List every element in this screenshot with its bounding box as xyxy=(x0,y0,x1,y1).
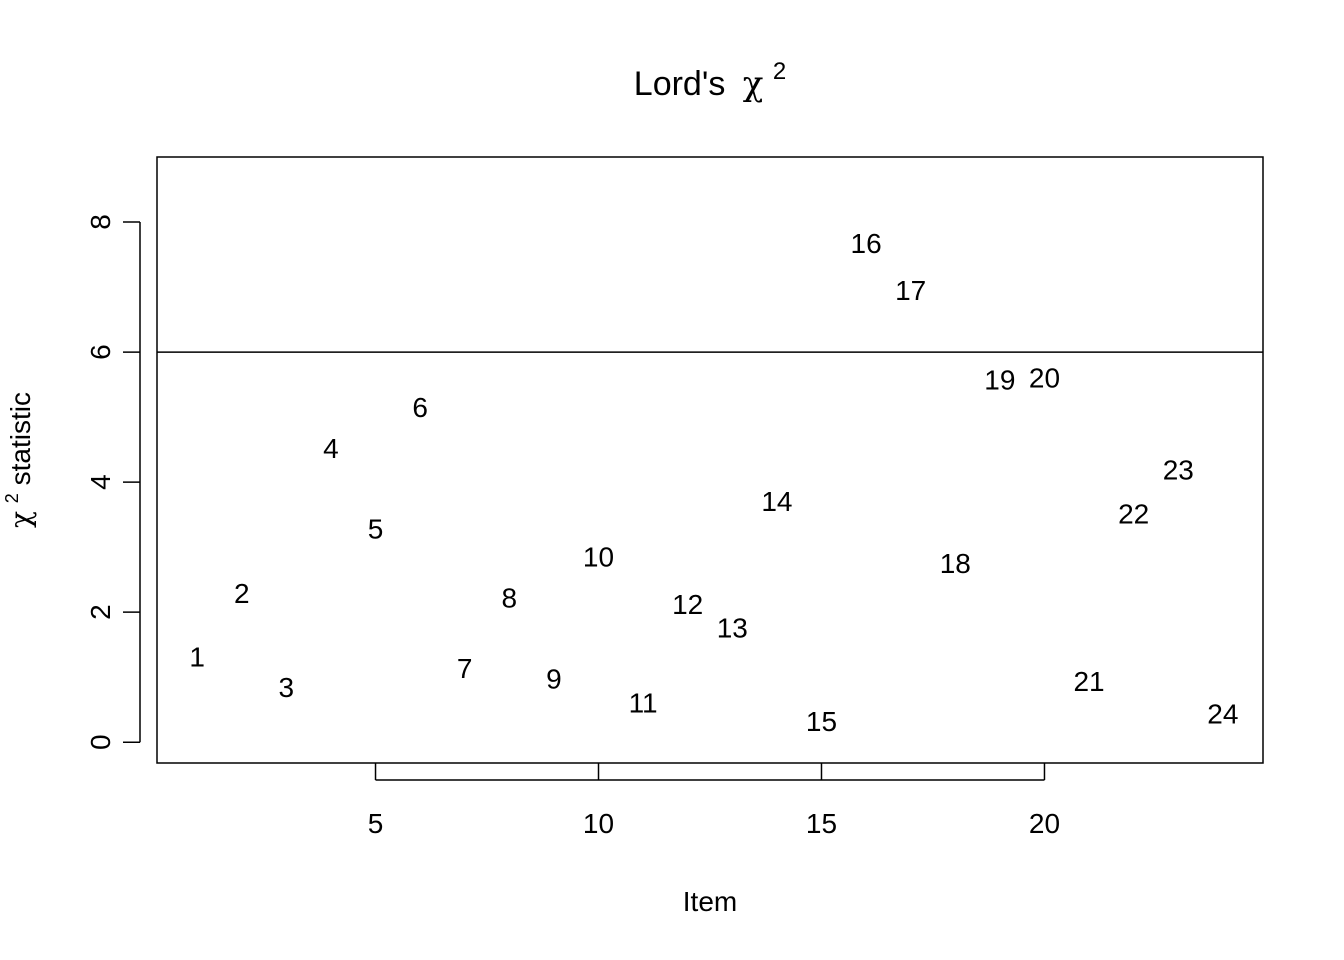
y-tick-label: 4 xyxy=(85,474,116,490)
y-axis-title: χ 2 statistic xyxy=(0,392,37,528)
y-tick-label: 8 xyxy=(85,214,116,230)
item-point: 18 xyxy=(940,548,971,579)
item-point: 12 xyxy=(672,589,703,620)
flagged-item-point: 16 xyxy=(851,228,882,259)
chart-title: Lord's χ 2 xyxy=(634,58,786,104)
item-point: 1 xyxy=(189,642,205,673)
item-point: 24 xyxy=(1207,699,1238,730)
y-tick-label: 6 xyxy=(85,344,116,360)
item-point: 9 xyxy=(546,664,562,695)
x-axis: 5 10 15 20 xyxy=(368,763,1060,839)
item-point: 8 xyxy=(502,582,518,613)
item-point: 3 xyxy=(279,672,295,703)
item-point: 20 xyxy=(1029,363,1060,394)
flagged-item-point: 17 xyxy=(895,275,926,306)
ylabel-chi-symbol: χ xyxy=(4,511,37,528)
plot-frame xyxy=(156,156,1264,764)
item-point: 23 xyxy=(1163,454,1194,485)
item-point: 7 xyxy=(457,653,473,684)
title-superscript: 2 xyxy=(773,58,786,85)
item-point: 22 xyxy=(1118,498,1149,529)
x-tick-label: 10 xyxy=(583,808,614,839)
ylabel-text: statistic xyxy=(5,392,36,485)
item-point: 13 xyxy=(717,612,748,643)
item-point: 11 xyxy=(629,688,658,719)
item-point: 15 xyxy=(806,706,837,737)
x-tick-label: 15 xyxy=(806,808,837,839)
x-tick-label: 5 xyxy=(368,808,384,839)
item-point: 19 xyxy=(984,365,1015,396)
item-point: 21 xyxy=(1073,666,1104,697)
y-tick-label: 2 xyxy=(85,604,116,620)
ylabel-superscript: 2 xyxy=(2,493,22,503)
title-chi-symbol: χ xyxy=(743,64,764,104)
item-point: 14 xyxy=(761,486,792,517)
x-axis-title: Item xyxy=(683,886,737,917)
item-point: 5 xyxy=(368,513,384,544)
item-point: 6 xyxy=(412,392,428,423)
item-point: 4 xyxy=(323,433,339,464)
item-point: 10 xyxy=(583,541,614,572)
item-point: 2 xyxy=(234,578,250,609)
y-axis: 0 2 4 6 8 xyxy=(85,214,141,750)
y-tick-label: 0 xyxy=(85,734,116,750)
x-tick-label: 20 xyxy=(1029,808,1060,839)
